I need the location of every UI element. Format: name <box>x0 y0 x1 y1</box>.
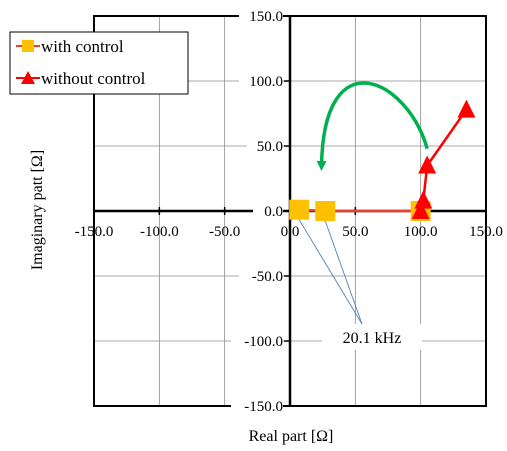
legend-marker-without-control <box>21 71 35 84</box>
x-tick-label: -50.0 <box>209 224 240 240</box>
data-point <box>289 199 310 220</box>
data-point <box>411 201 430 219</box>
y-tick-label-bg <box>239 72 283 90</box>
x-tick-labels: -150.0 -100.0 -50.0 0.0 50.0 100.0 150.0 <box>75 224 503 240</box>
y-tick-label-bg <box>239 7 283 25</box>
data-point <box>418 155 437 174</box>
y-tick-label-bg <box>253 202 283 220</box>
legend-marker-with-control <box>22 40 34 52</box>
y-tick-label-bg <box>239 267 283 285</box>
data-point <box>414 190 433 209</box>
y-tick-label-bg <box>247 137 283 155</box>
green-curved-arrow <box>316 81 429 171</box>
data-point <box>315 201 336 221</box>
legend-box <box>9 31 189 95</box>
y-tick-label-bg <box>231 397 283 415</box>
y-tick-label: 50.0 <box>257 139 283 155</box>
x-tick-label: 100.0 <box>404 224 438 240</box>
y-tick-label: -100.0 <box>244 334 283 350</box>
data-point <box>457 99 476 118</box>
annotation-leader-line <box>298 219 363 325</box>
x-tick-label: -150.0 <box>75 224 114 240</box>
y-tick-label: 100.0 <box>249 74 283 90</box>
annotation-label-20-1-khz: 20.1 kHz <box>343 330 402 347</box>
data-series <box>289 99 476 221</box>
y-tick-label: -50.0 <box>252 269 283 285</box>
series-without-control <box>411 99 476 219</box>
x-tick-label: 50.0 <box>342 224 368 240</box>
x-tick-label: -100.0 <box>140 224 179 240</box>
legend: with control without control <box>9 31 189 95</box>
y-tick-labels: 150.0 100.0 50.0 0.0 -50.0 -100.0 -150.0 <box>231 7 283 415</box>
y-tick-label: -150.0 <box>244 399 283 415</box>
annotations: 20.1 kHz <box>298 81 429 350</box>
annotation-label-bg <box>322 324 422 350</box>
y-tick-label: 0.0 <box>264 204 283 220</box>
legend-label-with-control: with control <box>41 37 124 56</box>
series-with-control <box>289 199 431 221</box>
y-tick-label-bg <box>231 332 283 350</box>
y-axis-title: Imaginary patt [Ω] <box>29 150 46 270</box>
x-tick-label: 0.0 <box>281 224 300 240</box>
legend-label-without-control: without control <box>41 69 146 88</box>
x-tick-label: 150.0 <box>469 224 503 240</box>
annotation-leader-line <box>324 220 363 325</box>
y-tick-label: 150.0 <box>249 9 283 25</box>
x-axis-title: Real part [Ω] <box>249 428 334 445</box>
